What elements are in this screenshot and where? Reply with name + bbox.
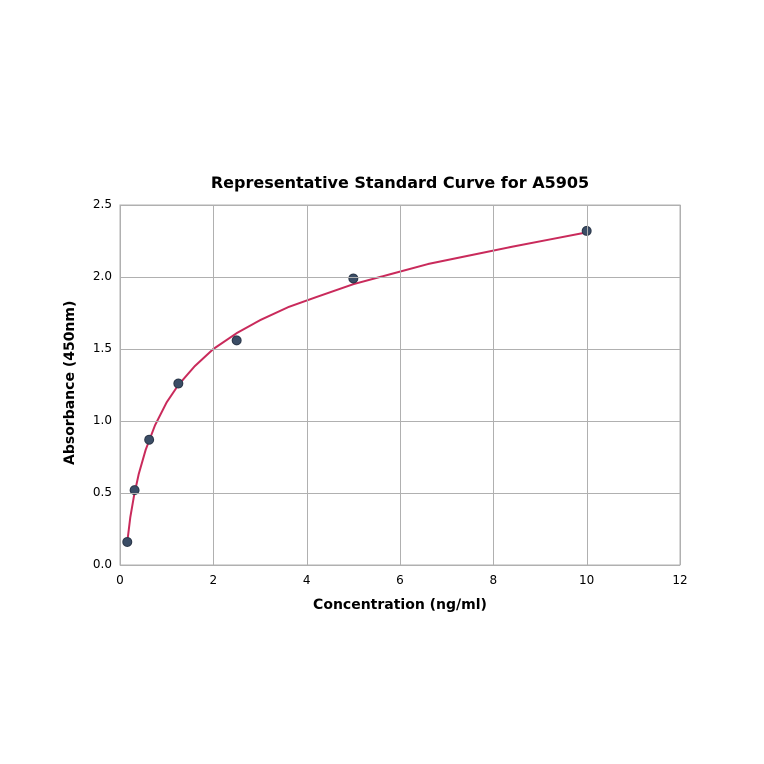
data-point (145, 435, 154, 444)
x-tick-label: 12 (660, 573, 700, 587)
grid-vline (307, 205, 308, 565)
x-tick-label: 2 (193, 573, 233, 587)
y-tick-label: 0.0 (93, 557, 112, 571)
grid-vline (400, 205, 401, 565)
data-point (123, 537, 132, 546)
data-point (232, 336, 241, 345)
grid-hline (120, 277, 680, 278)
grid-hline (120, 421, 680, 422)
data-point (349, 274, 358, 283)
x-tick-label: 10 (567, 573, 607, 587)
x-axis-label: Concentration (ng/ml) (120, 597, 680, 613)
y-tick-label: 1.5 (93, 341, 112, 355)
y-tick-label: 2.0 (93, 269, 112, 283)
x-tick-label: 0 (100, 573, 140, 587)
grid-hline (120, 493, 680, 494)
y-axis-label: Absorbance (450nm) (62, 301, 78, 465)
chart-canvas: Representative Standard Curve for A5905 … (0, 0, 764, 764)
x-tick-label: 4 (287, 573, 327, 587)
y-tick-label: 0.5 (93, 485, 112, 499)
x-tick-label: 6 (380, 573, 420, 587)
chart-title: Representative Standard Curve for A5905 (120, 173, 680, 192)
grid-vline (213, 205, 214, 565)
y-tick-label: 2.5 (93, 197, 112, 211)
grid-vline (680, 205, 681, 565)
grid-vline (493, 205, 494, 565)
grid-hline (120, 205, 680, 206)
grid-vline (120, 205, 121, 565)
grid-vline (587, 205, 588, 565)
data-point (174, 379, 183, 388)
grid-hline (120, 349, 680, 350)
grid-hline (120, 565, 680, 566)
y-tick-label: 1.0 (93, 413, 112, 427)
x-tick-label: 8 (473, 573, 513, 587)
